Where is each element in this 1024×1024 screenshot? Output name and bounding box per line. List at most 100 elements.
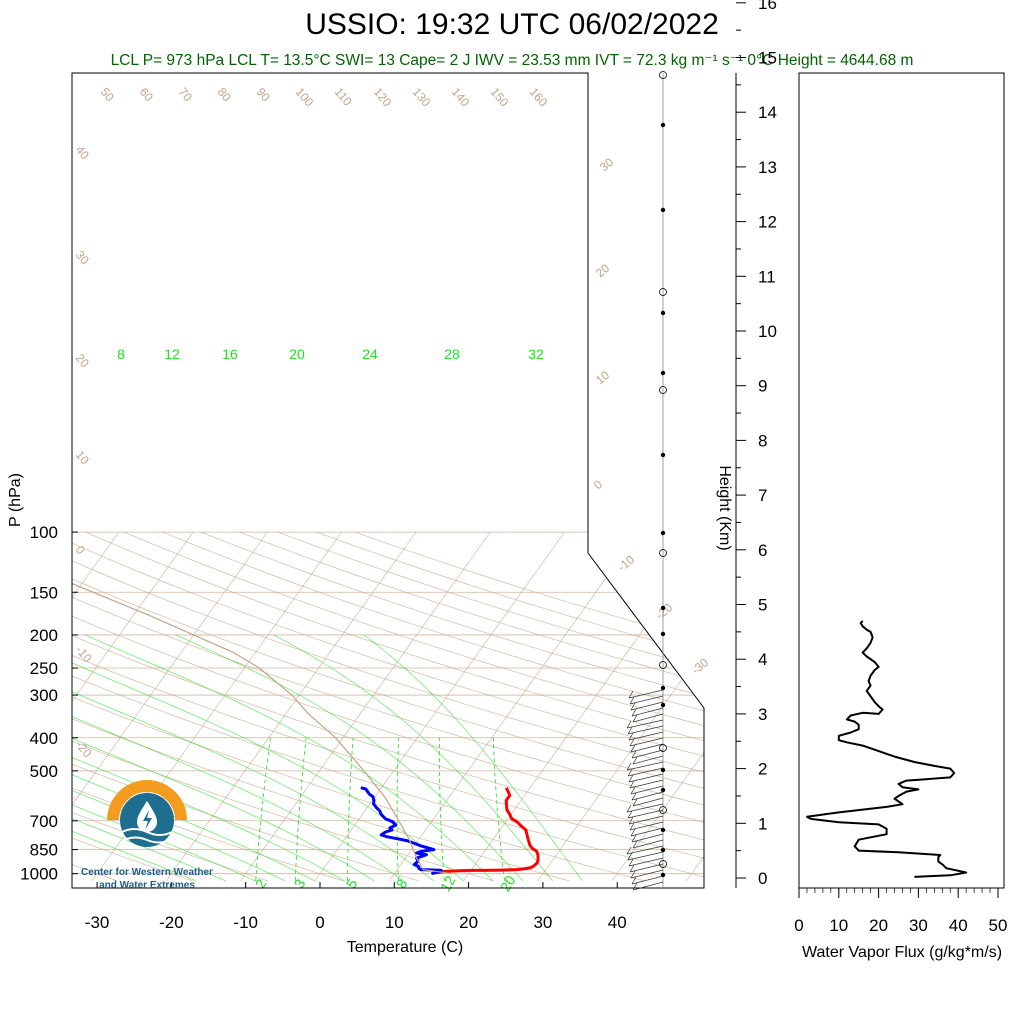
- wind-barb: [626, 803, 664, 813]
- wind-barb-flag: [626, 720, 632, 729]
- isotherm-line: [686, 531, 704, 882]
- mixing-ratio-bottom-label: 8: [393, 876, 411, 891]
- wind-barb: [631, 833, 664, 843]
- wind-level-marker: [660, 605, 666, 611]
- mixing-ratio-line: [255, 737, 271, 881]
- moist-adiabat: [175, 634, 524, 882]
- x-tick-label: 0: [315, 913, 324, 932]
- left-edge-label: 10: [73, 448, 93, 467]
- wind-level-marker: [659, 288, 667, 296]
- wind-barb-flag: [626, 804, 632, 813]
- cw3e-logo: Center for Western Weather and Water Ext…: [81, 780, 213, 891]
- moist-adiabat: [72, 634, 286, 882]
- wind-barb: [628, 773, 664, 783]
- wind-level-marker: [660, 310, 666, 316]
- flux-x-tick-label: 30: [909, 916, 928, 935]
- height-tick-label: 11: [758, 267, 776, 286]
- wind-level-marker: [660, 767, 666, 773]
- wind-barb: [628, 815, 664, 825]
- height-tick-label: 6: [758, 541, 767, 560]
- y-tick-label: 150: [30, 583, 58, 602]
- wind-barb: [630, 701, 664, 711]
- dry-adiabat: [200, 531, 704, 882]
- wind-level-marker: [660, 847, 666, 853]
- wind-barb: [629, 695, 664, 705]
- wind-barb: [628, 857, 664, 867]
- y-tick-label: 300: [30, 686, 58, 705]
- logo-sun-arc: [107, 780, 187, 821]
- wind-barb: [626, 845, 664, 855]
- height-tick-label: 9: [758, 377, 767, 396]
- dry-adiabat: [72, 531, 704, 882]
- wind-barb: [627, 851, 664, 861]
- height-tick-label: 15: [758, 49, 777, 68]
- wind-level-marker: [659, 549, 667, 557]
- wind-barb-flag: [627, 768, 633, 777]
- skewt-frame: [71, 72, 705, 889]
- height-tick-label: 4: [758, 650, 767, 669]
- dry-adiabat: [72, 531, 704, 882]
- mixing-ratio-line: [492, 737, 505, 881]
- dry-adiabat: [72, 531, 118, 882]
- x-tick-label: -10: [233, 913, 258, 932]
- moist-adiabat: [72, 634, 464, 882]
- logo-text-line2: and Water Extremes: [99, 880, 195, 891]
- mixing-ratio-bottom-label: 12: [437, 873, 459, 895]
- wind-barb-column: [626, 71, 667, 891]
- wind-barb-flag: [627, 810, 633, 819]
- wind-barb-flag: [631, 750, 637, 759]
- wind-level-marker: [660, 685, 666, 691]
- right-edge-label: -10: [615, 552, 638, 574]
- right-edge-label: 0: [591, 477, 605, 492]
- moist-adiabat: [363, 634, 583, 882]
- moist-adiabat: [72, 634, 197, 882]
- dry-adiabat: [72, 531, 570, 882]
- wind-barb-flag: [630, 702, 636, 711]
- mixing-ratio-bottom-label: 2: [252, 876, 270, 891]
- wind-barb-flag: [626, 846, 632, 855]
- skewt-x-axis-label: Temperature (C): [347, 939, 463, 956]
- wind-barb-flag: [628, 816, 634, 825]
- dry-adiabat: [72, 531, 419, 882]
- series-line-parcel: [72, 548, 453, 875]
- dry-adiabat: [72, 531, 704, 882]
- wind-barb-flag: [629, 738, 635, 747]
- skewt-profiles: [72, 548, 540, 876]
- skewt-y-axis-label: P (hPa): [7, 473, 24, 527]
- moist-adiabat: [72, 634, 405, 882]
- left-edge-label: -10: [73, 643, 95, 666]
- logo-wave-2: [123, 836, 171, 844]
- series-line-dewpoint: [360, 786, 443, 876]
- right-edge-label: 20: [593, 261, 612, 281]
- wind-barb: [628, 731, 664, 741]
- dry-adiabat-label: 50: [98, 85, 118, 104]
- wind-barb-flag: [629, 822, 635, 831]
- moist-adiabat: [72, 634, 434, 882]
- wind-barb: [631, 875, 664, 885]
- mixing-ratio-bottom-label: 20: [497, 873, 519, 895]
- mixing-ratio-top-label: 20: [289, 346, 305, 362]
- mixing-ratio-bottom-label: 5: [343, 876, 361, 891]
- wind-barb-flag: [632, 840, 638, 849]
- flux-x-tick-label: 50: [989, 916, 1008, 935]
- skewt-background-grid: [72, 531, 704, 882]
- height-tick-label: 0: [758, 869, 767, 888]
- wind-barb-flag: [631, 834, 637, 843]
- series-line-temperature: [436, 787, 540, 875]
- wind-barb-flag: [632, 882, 638, 891]
- flux-x-tick-label: 20: [869, 916, 888, 935]
- y-tick-label: 850: [30, 841, 58, 860]
- wind-level-marker: [659, 661, 667, 669]
- isotherm-line: [72, 531, 194, 882]
- wind-barb: [629, 779, 664, 789]
- wind-barb-flag: [629, 864, 635, 873]
- y-tick-label: 400: [30, 729, 58, 748]
- x-tick-label: 30: [533, 913, 552, 932]
- moist-adiabat: [72, 634, 226, 882]
- moist-adiabat: [84, 634, 494, 882]
- dry-adiabat: [239, 531, 704, 882]
- dry-adiabat: [72, 531, 269, 882]
- flux-x-tick-label: 10: [829, 916, 848, 935]
- right-edge-label: 30: [597, 155, 616, 175]
